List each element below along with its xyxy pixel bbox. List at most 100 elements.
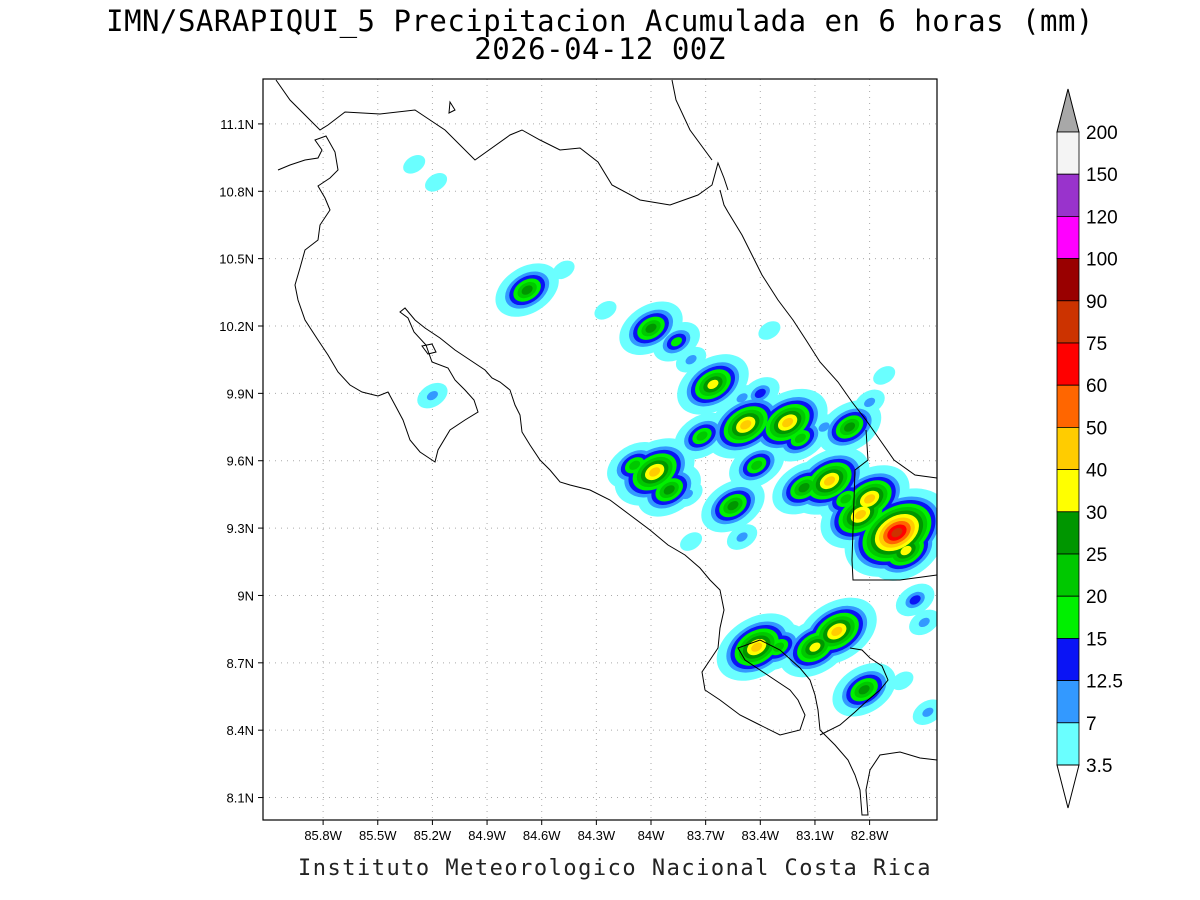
precip-contour [840,494,852,504]
colorbar-label: 40 [1086,461,1107,482]
colorbar-top-arrow [1056,88,1080,133]
colorbar-label: 12.5 [1086,672,1123,693]
colorbar-swatch [1056,469,1080,513]
colorbar-swatch [1056,722,1080,766]
precip-contour [922,707,934,717]
precip-contour [873,366,896,385]
precip-contour [824,476,836,486]
precip-contour [426,390,438,401]
precip-contour [751,642,763,652]
precip-contour [521,285,533,295]
map-title: IMN/SARAPIQUI_5 Precipitacion Acumulada … [106,4,1094,38]
precip-contour [773,642,785,652]
precip-contour [758,321,781,340]
precip-contour [794,433,806,443]
colorbar-label: 30 [1086,503,1107,524]
precip-contour [403,155,426,174]
precip-contour [844,422,856,432]
precip-contour [864,494,876,504]
colorbar-swatch [1056,173,1080,217]
precip-contour [680,532,703,551]
precip-contour [809,642,821,652]
lat-tick-label: 8.7N [227,656,254,671]
colorbar-label: 90 [1086,292,1107,313]
precip-contour [727,500,739,511]
lon-tick-label: 83.1W [796,828,834,843]
precip-contour [740,420,752,430]
colorbar-swatch [1056,258,1080,302]
coastline-borders [275,79,937,816]
colorbar-swatch [1056,426,1080,470]
colorbar-swatch [1056,342,1080,386]
precip-contour [909,595,921,605]
precip-contour [782,417,794,428]
colorbar-swatch [1056,638,1080,682]
colorbar-label: 100 [1086,250,1118,271]
precipitation-field [403,155,937,726]
lon-tick-label: 84W [638,828,665,843]
precip-contour [918,617,930,628]
precip-contour [696,431,708,441]
colorbar-bottom-arrow [1056,764,1080,809]
precip-contour [685,355,697,365]
precip-contour [831,626,843,637]
colorbar-swatch [1056,384,1080,428]
precip-contour [552,260,575,280]
colorbar-label: 7 [1086,714,1097,735]
colorbar-swatch [1056,680,1080,724]
colorbar-label: 120 [1086,207,1118,228]
lon-tick-label: 84.3W [578,828,616,843]
colorbar-label: 20 [1086,587,1107,608]
colorbar-swatch [1056,215,1080,259]
colorbar-swatch [1056,553,1080,597]
colorbar-swatch [1056,595,1080,639]
precip-contour [736,393,748,403]
colorbar: 200 150 120 100 90 75 60 50 40 30 25 20 15 12.5 7 3.5 [1056,88,1123,809]
precip-contour [900,545,912,556]
lon-tick-label: 85.2W [414,828,452,843]
lat-tick-label: 9.6N [227,454,254,469]
lon-tick-label: 83.4W [742,828,780,843]
map-date: 2026-04-12 00Z [474,32,726,66]
precip-contour [818,422,830,432]
precip-contour [663,485,675,495]
precip-contour [649,467,661,477]
lat-tick-label: 11.1N [220,117,254,132]
lat-tick-label: 8.1N [227,791,254,806]
lon-tick-label: 85.8W [304,828,342,843]
lon-tick-label: 84.9W [468,828,506,843]
lon-tick-label: 85.5W [359,828,397,843]
colorbar-label: 150 [1086,165,1118,186]
lon-tick-label: 84.6W [523,828,561,843]
lon-tick-label: 82.8W [851,828,889,843]
precip-contour [864,397,876,407]
precip-contour [891,671,914,691]
precip-contour [425,172,448,192]
colorbar-label: 50 [1086,418,1107,439]
precip-contour [629,460,641,470]
lat-tick-label: 10.5N [219,252,254,267]
colorbar-label: 200 [1086,123,1118,144]
precip-contour [754,388,766,399]
precip-contour [645,323,657,333]
lat-tick-label: 9.3N [227,521,254,536]
colorbar-swatch [1056,131,1080,175]
colorbar-label: 60 [1086,376,1107,397]
precip-contour [736,532,748,542]
colorbar-swatch [1056,511,1080,555]
lat-tick-label: 9.9N [227,386,254,401]
lat-tick-label: 9N [237,588,254,603]
precip-contour [858,685,870,695]
precip-contour [707,379,719,390]
colorbar-swatch [1056,300,1080,344]
colorbar-label: 75 [1086,334,1107,355]
lat-tick-label: 10.8N [219,184,254,199]
lat-tick-label: 10.2N [219,319,254,334]
precip-contour [594,300,617,320]
lat-lon-grid [263,79,937,820]
colorbar-label: 3.5 [1086,756,1112,777]
colorbar-label: 25 [1086,545,1107,566]
lon-tick-label: 83.7W [687,828,725,843]
axis-labels: 85.8W 85.5W 85.2W 84.9W 84.6W 84.3W 84W 83.7W 83… [219,117,889,843]
